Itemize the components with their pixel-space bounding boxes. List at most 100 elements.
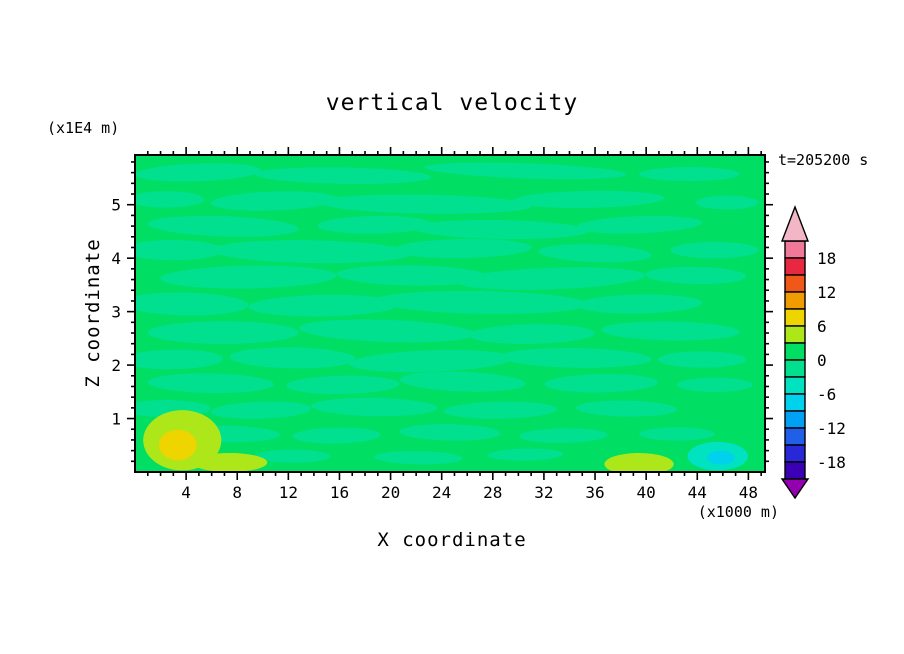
colorbar-segment [784,308,806,327]
y-tick-label: 5 [111,196,121,215]
contour-blob [639,167,740,181]
x-tick-label: 12 [279,483,298,502]
contour-blob [604,452,674,472]
contour-blob [160,265,337,289]
contour-blob [412,219,589,240]
contour-blob [311,397,438,417]
contour-blob [254,449,331,463]
x-tick-label: 24 [432,483,451,502]
contour-blob [191,452,268,472]
contour-blob [210,401,312,419]
contour-blob [374,451,463,465]
contour-blob [519,428,608,443]
chart-title: vertical velocity [325,90,579,116]
colorbar-segment [784,274,806,293]
contour-blob [135,292,249,316]
contour-blob [670,241,759,259]
colorbar-label: 18 [817,249,836,268]
colorbar-arrow-top [780,205,810,242]
contour-blob [487,448,564,461]
contour-blob [538,244,652,263]
contour-blob [576,294,702,314]
contour-blob [544,373,658,393]
contour-blob [147,373,274,394]
contour-blob [286,375,400,395]
contour-blob [695,195,759,210]
colorbar-segment [784,342,806,361]
colorbar-segment [784,444,806,463]
colorbar-label: -6 [817,385,836,404]
y-tick-label: 2 [111,356,121,375]
contour-blob [500,347,652,368]
colorbar-arrow-bottom [780,478,810,500]
contour-blob [513,190,665,209]
contour-blob [645,266,747,285]
colorbar-segment [784,461,806,480]
contour-blob [135,239,224,261]
time-annotation: t=205200 s [778,151,869,169]
contour-blob [456,267,646,290]
contour-blob [210,240,413,264]
colorbar-segment [784,376,806,395]
contour-blob [158,429,197,461]
x-tick-label: 20 [381,483,400,502]
contour-blob [676,377,753,393]
contour-blob [292,427,381,444]
colorbar-segment [784,325,806,344]
colorbar-label: 0 [817,351,827,370]
x-tick-label: 44 [688,483,707,502]
contour-blob [135,191,205,208]
contour-blob [393,238,532,259]
x-tick-label: 16 [330,483,349,502]
contour-blob [317,215,432,234]
x-tick-label: 36 [585,483,604,502]
colorbar-segment [784,291,806,310]
contour-blob [135,163,261,182]
x-tick-label: 4 [181,483,191,502]
x-tick-label: 8 [232,483,242,502]
contour-blob [210,191,337,211]
contour-blob [298,319,476,343]
contour-blob [147,215,299,237]
y-tick-label: 1 [111,410,121,429]
x-tick-label: 48 [739,483,758,502]
plot-frame [134,154,766,473]
contour-blob [317,194,532,214]
contour-blob [707,450,735,465]
contour-blob [147,321,299,344]
colorbar-label: -12 [817,419,846,438]
colorbar-segment [784,393,806,412]
x-tick-label: 40 [637,483,656,502]
contour-blob [576,215,702,234]
y-axis-title: Z coordinate [82,238,104,388]
contour-blob [248,294,400,317]
colorbar-label: -18 [817,453,846,472]
contour-blob [374,290,589,314]
x-axis-title: X coordinate [377,529,527,551]
colorbar-segment [784,359,806,378]
colorbar-segment [784,427,806,446]
colorbar-segment [784,257,806,276]
contour-blob [657,351,747,368]
y-tick-label: 4 [111,249,121,268]
contour-blob [229,347,356,369]
y-tick-label: 3 [111,303,121,322]
contour-blob [336,265,488,286]
x-axis-unit-label: (x1000 m) [697,503,779,521]
colorbar-label: 12 [817,283,836,302]
contour-blob [399,371,526,392]
contour-blob [639,427,715,441]
contour-blob [135,349,224,370]
contour-blob [601,321,740,341]
contour-blob [576,400,677,417]
colorbar-segment [784,410,806,429]
colorbar-label: 6 [817,317,827,336]
contour-blob [349,349,513,373]
x-tick-label: 32 [534,483,553,502]
contour-blob [424,162,627,180]
y-axis-unit-label: (x1E4 m) [47,119,120,137]
x-tick-label: 28 [483,483,502,502]
contour-blob [399,424,501,441]
